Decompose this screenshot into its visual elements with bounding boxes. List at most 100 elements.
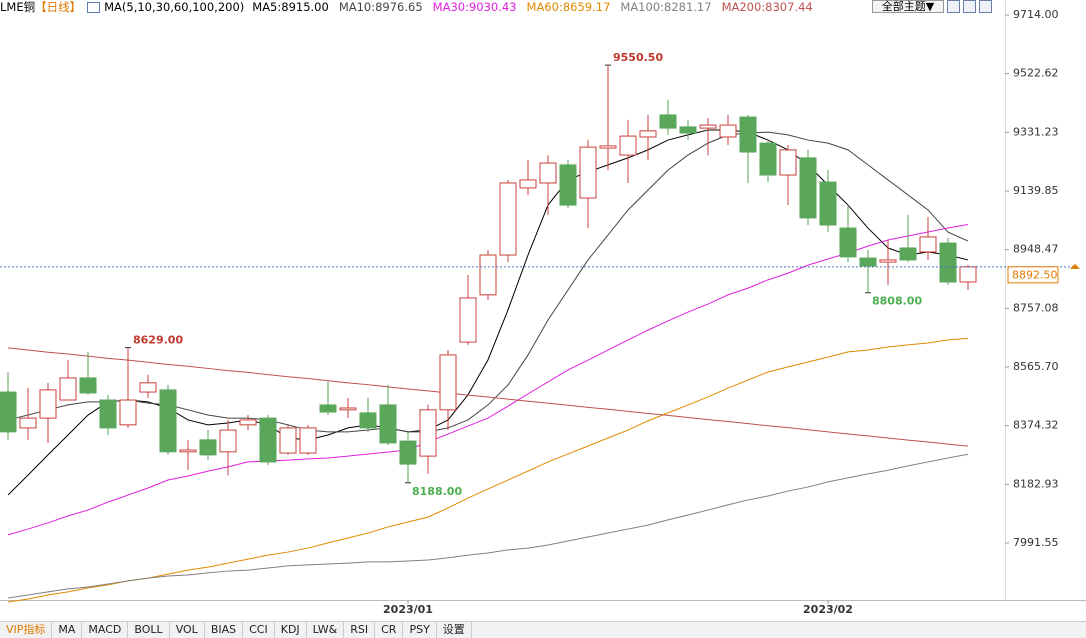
indicator-tab[interactable]: BOLL <box>128 622 170 638</box>
y-tick-label: 9331.23 <box>1013 125 1059 138</box>
candle-body <box>199 439 217 456</box>
candle-body <box>539 162 557 184</box>
candle-body <box>79 377 97 394</box>
y-tick-label: 9139.85 <box>1013 184 1059 197</box>
candle-body <box>499 182 517 256</box>
candle-body <box>959 266 977 283</box>
ma-icon[interactable] <box>87 1 101 13</box>
indicator-tab[interactable]: PSY <box>403 622 437 638</box>
candle-body <box>799 157 817 219</box>
legend-entry: MA100:8281.17 <box>620 0 712 14</box>
y-tick-label: 8948.47 <box>1013 243 1059 256</box>
high-label: 8629.00 <box>133 334 183 347</box>
y-tick-label: 8182.93 <box>1013 477 1059 490</box>
candle-body <box>739 116 757 153</box>
indicator-tabs: VIP指标 MA MACD BOLL VOL BIAS CCI KDJ LW& RSI CR PSY 设… <box>0 621 1086 638</box>
candle-body <box>679 126 697 134</box>
candle-body <box>339 407 357 411</box>
candle-body <box>879 259 897 263</box>
x-tick-label: 2023/01 <box>383 603 433 616</box>
candle-body <box>659 114 677 129</box>
candle-body <box>399 440 417 465</box>
candle-body <box>19 417 37 429</box>
candle-body <box>459 297 477 343</box>
candle-body <box>359 412 377 429</box>
candle-body <box>159 389 177 453</box>
indicator-tab[interactable]: CR <box>375 622 404 638</box>
last-price-box <box>1007 266 1059 284</box>
candle-body <box>0 391 17 433</box>
candle-body <box>119 399 137 426</box>
candle-body <box>619 135 637 156</box>
high-label: 9550.50 <box>613 51 663 64</box>
indicator-tab[interactable]: VOL <box>170 622 205 638</box>
indicator-tab[interactable]: KDJ <box>275 622 307 638</box>
indicator-tab[interactable]: MA <box>52 622 83 638</box>
candle-body <box>179 449 197 453</box>
last-price-arrow <box>1070 263 1080 269</box>
ma-title: MA(5,10,30,60,100,200) <box>104 0 245 14</box>
candle-body <box>819 181 837 226</box>
indicator-tab[interactable]: 设置 <box>437 622 472 638</box>
symbol: LME铜 <box>0 0 36 14</box>
candle-body <box>579 146 597 199</box>
y-tick-label: 9522.62 <box>1013 67 1059 80</box>
legend-entry: MA60:8659.17 <box>526 0 611 14</box>
last-price-label: 8892.50 <box>1012 268 1058 281</box>
candle-body <box>779 149 797 176</box>
candle-body <box>419 409 437 457</box>
zoom-button[interactable] <box>947 0 960 13</box>
candle-body <box>259 417 277 463</box>
legend-entry: MA10:8976.65 <box>338 0 423 14</box>
candle-body <box>699 124 717 129</box>
y-tick-label: 8757.08 <box>1013 301 1059 314</box>
candle-body <box>279 427 297 454</box>
y-tick-label: 7991.55 <box>1013 536 1059 549</box>
settings-button[interactable] <box>979 0 992 13</box>
candle-body <box>859 257 877 267</box>
period[interactable]: 【日线】 <box>35 0 82 14</box>
candle-body <box>519 179 537 189</box>
indicator-tab[interactable]: VIP指标 <box>0 622 53 638</box>
candle-body <box>639 130 657 138</box>
candle-body <box>719 124 737 138</box>
candle-body <box>379 404 397 444</box>
candle-body <box>319 404 337 413</box>
candle-body <box>299 427 317 454</box>
indicator-tab[interactable]: BIAS <box>205 622 244 638</box>
indicator-tab[interactable]: MACD <box>82 622 129 638</box>
header: LME铜 【日线】 MA(5,10,30,60,100,200) MA5:891… <box>0 0 1086 14</box>
candle-body <box>239 419 257 426</box>
chart: 9714.00 9522.62 9331.23 9139.85 8948.47 8757.… <box>0 0 1086 616</box>
grid-button[interactable] <box>963 0 976 13</box>
ma-line <box>7 453 969 599</box>
x-tick-label: 2023/02 <box>803 603 853 616</box>
candle-body <box>59 377 77 401</box>
candle-body <box>939 242 957 283</box>
candle-body <box>139 382 157 393</box>
legend-entry: MA5:8915.00 <box>252 0 329 14</box>
candle-body <box>759 142 777 176</box>
candle-body <box>39 389 57 419</box>
candle-body <box>479 254 497 296</box>
candle-body <box>99 399 117 429</box>
indicator-tab[interactable]: CCI <box>243 622 275 638</box>
theme-button[interactable]: 全部主题▼ <box>872 0 944 13</box>
candle-body <box>559 164 577 206</box>
low-label: 8188.00 <box>412 485 462 498</box>
candle-body <box>219 429 237 453</box>
candle-body <box>919 236 937 253</box>
indicator-tab[interactable]: LW& <box>307 622 345 638</box>
indicator-tab[interactable]: RSI <box>344 622 376 638</box>
legend-entry: MA200:8307.44 <box>721 0 813 14</box>
low-label: 8808.00 <box>872 295 922 308</box>
ma-line <box>7 224 969 536</box>
ma-line <box>7 337 969 603</box>
ma-line <box>7 347 969 447</box>
candle-body <box>599 145 617 149</box>
y-tick-label: 8565.70 <box>1013 360 1059 373</box>
y-tick-label: 8374.32 <box>1013 419 1059 432</box>
y-tick-label: 9714.00 <box>1013 8 1059 21</box>
legend: MA5:8915.00 MA10:8976.65 MA30:9030.43 MA60:… <box>252 0 822 14</box>
